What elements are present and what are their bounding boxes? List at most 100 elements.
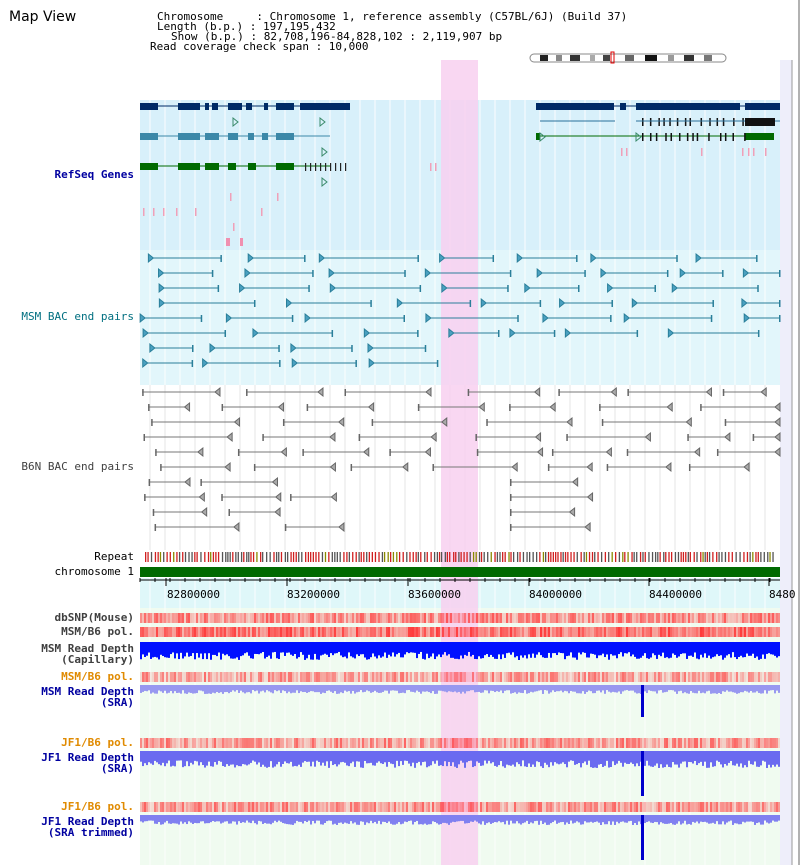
pol-cell bbox=[670, 802, 672, 812]
depth-bar bbox=[398, 751, 400, 767]
pol-cell bbox=[378, 802, 380, 812]
read-depth-tracks[interactable] bbox=[140, 642, 780, 860]
depth-bar bbox=[642, 642, 644, 656]
bac-end bbox=[277, 401, 285, 413]
selection-highlight[interactable] bbox=[441, 60, 478, 865]
depth-bar bbox=[472, 815, 474, 822]
bac-end bbox=[439, 252, 446, 264]
polymorphism-tracks[interactable] bbox=[140, 613, 780, 812]
repeat-mark bbox=[560, 552, 562, 562]
track-label-jf1-depth-sra[interactable]: JF1 Read Depth (SRA) bbox=[41, 751, 134, 775]
depth-bar bbox=[336, 751, 338, 767]
depth-bar bbox=[682, 815, 684, 824]
track-label-msm-depth-sra[interactable]: MSM Read Depth (SRA) bbox=[41, 685, 134, 709]
depth-bar bbox=[774, 642, 776, 656]
pol-cell bbox=[170, 738, 172, 748]
b6n-bac-track[interactable] bbox=[142, 386, 781, 533]
depth-bar bbox=[326, 751, 328, 762]
track-label-msm-b6-pol-sra[interactable]: MSM/B6 pol. bbox=[61, 670, 134, 683]
chromosome-ideogram[interactable] bbox=[529, 51, 727, 64]
depth-bar bbox=[310, 642, 312, 660]
gene-marker bbox=[240, 238, 243, 246]
repeat-mark bbox=[583, 552, 585, 562]
pol-cell bbox=[576, 627, 578, 637]
pol-cell bbox=[206, 802, 208, 812]
track-label-dbsnp[interactable]: dbSNP(Mouse) bbox=[54, 611, 134, 624]
track-label-msm-bac[interactable]: MSM BAC end pairs bbox=[21, 310, 134, 323]
depth-bar bbox=[252, 815, 254, 821]
depth-bar bbox=[658, 815, 660, 825]
pol-cell bbox=[552, 613, 554, 623]
pol-cell bbox=[364, 802, 366, 812]
depth-bar bbox=[522, 642, 524, 658]
msm-bac-track[interactable] bbox=[139, 252, 781, 369]
repeat-mark bbox=[472, 552, 475, 562]
pol-cell bbox=[656, 672, 658, 682]
depth-bar bbox=[410, 685, 412, 692]
depth-bar bbox=[598, 751, 600, 765]
bac-end bbox=[148, 404, 150, 411]
gene-exon bbox=[642, 133, 644, 141]
pol-cell bbox=[676, 738, 678, 748]
depth-bar bbox=[654, 815, 656, 822]
depth-bar bbox=[162, 685, 164, 693]
depth-bar bbox=[256, 642, 258, 655]
pol-cell bbox=[752, 802, 754, 812]
depth-bar bbox=[772, 642, 774, 655]
pol-cell bbox=[270, 672, 272, 682]
depth-bar bbox=[322, 642, 324, 655]
depth-bar bbox=[280, 815, 282, 822]
track-label-msm-b6-pol[interactable]: MSM/B6 pol. bbox=[61, 625, 134, 638]
track-label-jf1-b6-pol[interactable]: JF1/B6 pol. bbox=[61, 736, 134, 749]
depth-bar bbox=[150, 642, 152, 659]
pol-cell bbox=[610, 627, 612, 637]
pol-cell bbox=[516, 738, 518, 748]
track-label-jf1-depth-trimmed[interactable]: JF1 Read Depth (SRA trimmed) bbox=[41, 815, 134, 839]
depth-bar bbox=[336, 685, 338, 694]
repeat-mark bbox=[769, 552, 771, 562]
track-label-msm-depth-capillary[interactable]: MSM Read Depth (Capillary) bbox=[41, 642, 134, 666]
pol-cell bbox=[306, 672, 308, 682]
pol-cell bbox=[286, 802, 288, 812]
pol-cell bbox=[246, 802, 248, 812]
depth-bar bbox=[228, 815, 230, 824]
track-label-jf1-b6-pol-trimmed[interactable]: JF1/B6 pol. bbox=[61, 800, 134, 813]
depth-bar bbox=[674, 815, 676, 825]
depth-bar bbox=[652, 685, 654, 692]
bac-end bbox=[290, 494, 292, 501]
refseq-genes-track[interactable] bbox=[140, 103, 780, 246]
repeat-mark bbox=[200, 552, 202, 562]
gene-marker bbox=[143, 208, 145, 216]
chromosome-bar[interactable] bbox=[140, 567, 780, 577]
pol-cell bbox=[628, 627, 630, 637]
depth-bar bbox=[774, 685, 776, 694]
bac-end bbox=[757, 285, 759, 292]
depth-bar bbox=[264, 815, 266, 823]
bac-end bbox=[710, 315, 713, 322]
repeat-mark bbox=[415, 552, 417, 562]
pol-cell bbox=[294, 627, 296, 637]
track-label-refseq[interactable]: RefSeq Genes bbox=[54, 168, 134, 181]
track-label-repeat[interactable]: Repeat bbox=[94, 550, 134, 563]
pol-cell bbox=[584, 802, 586, 812]
track-label-chromosome[interactable]: chromosome 1 bbox=[54, 565, 134, 578]
pol-cell bbox=[238, 627, 240, 637]
track-label-b6n-bac[interactable]: B6N BAC end pairs bbox=[21, 460, 134, 473]
pol-cell bbox=[698, 672, 700, 682]
depth-bar bbox=[754, 642, 756, 658]
pol-cell bbox=[414, 802, 416, 812]
depth-bar bbox=[602, 815, 604, 823]
depth-bar bbox=[734, 751, 736, 766]
pol-cell bbox=[372, 627, 374, 637]
repeat-track[interactable] bbox=[145, 552, 774, 562]
pol-cell bbox=[342, 613, 344, 623]
depth-bar bbox=[446, 685, 448, 693]
bac-end bbox=[667, 327, 675, 339]
depth-bar bbox=[278, 815, 280, 821]
pol-cell bbox=[704, 627, 706, 637]
pol-cell bbox=[382, 613, 384, 623]
depth-bar bbox=[710, 685, 712, 694]
depth-bar bbox=[586, 815, 588, 823]
pol-cell bbox=[534, 738, 536, 748]
